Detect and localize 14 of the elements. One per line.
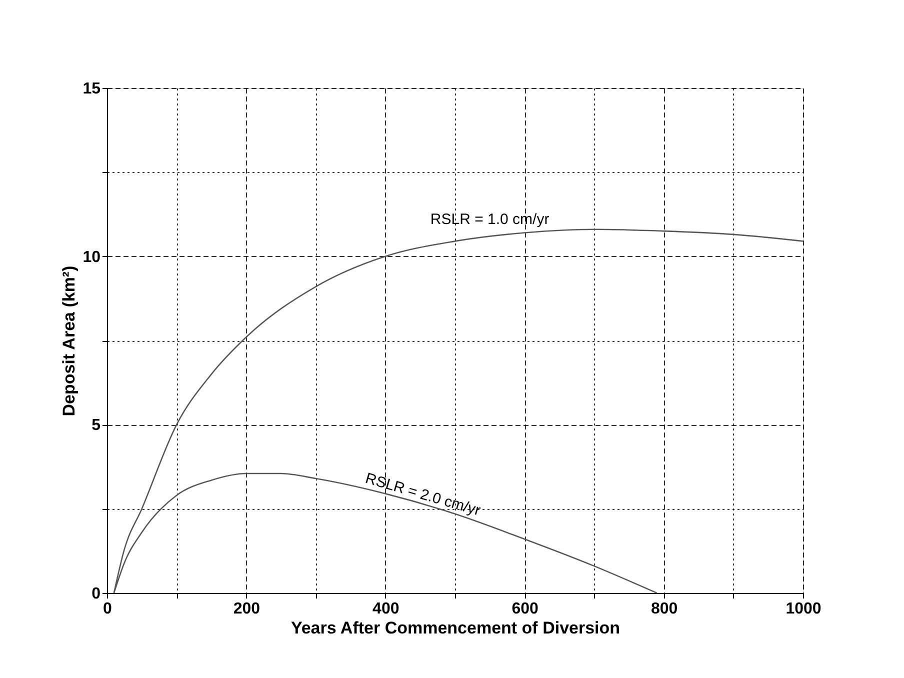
x-tick-label: 600 — [512, 600, 539, 618]
y-axis-title: Deposit Area (km²) — [60, 266, 79, 416]
y-tick-label: 15 — [82, 80, 101, 98]
y-tick-label: 0 — [92, 586, 101, 602]
x-tick-label: 800 — [650, 600, 678, 618]
series-label: RSLR = 1.0 cm/yr — [430, 210, 550, 228]
x-tick-label: 200 — [233, 600, 260, 618]
x-tick-label: 1000 — [786, 600, 822, 618]
x-axis-title: Years After Commencement of Diversion — [290, 618, 620, 638]
y-tick-label: 5 — [92, 417, 101, 434]
text: RSLR = 2.0 cm/yr — [363, 470, 482, 520]
x-tick-label: 400 — [372, 600, 400, 618]
y-tick-label: 10 — [82, 248, 101, 266]
x-tick-label: 0 — [103, 600, 112, 618]
